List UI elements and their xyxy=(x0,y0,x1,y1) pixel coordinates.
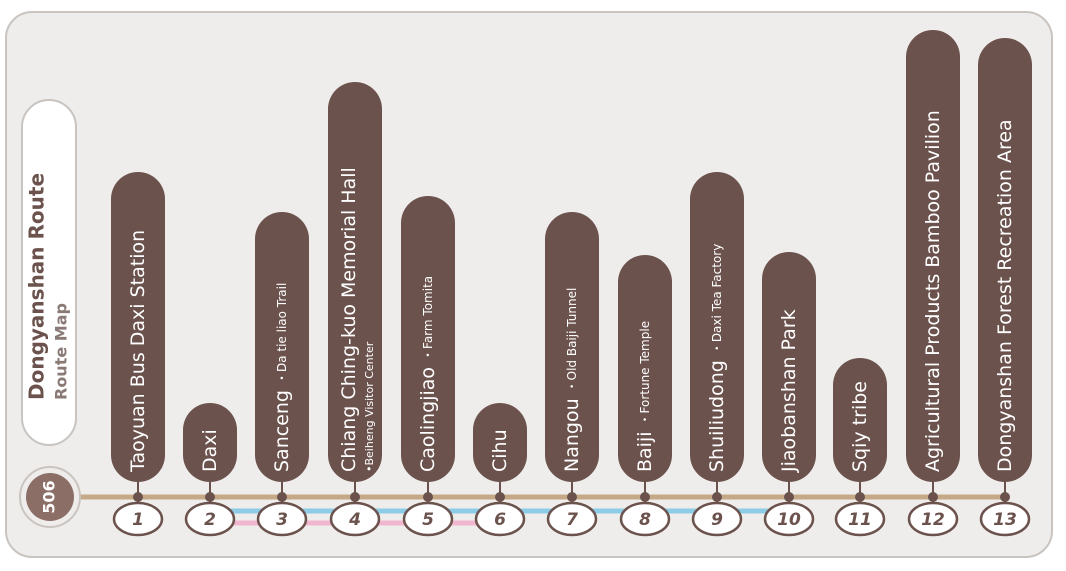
stop-number-badge xyxy=(546,501,598,537)
stop-number: 11 xyxy=(848,510,872,530)
stop-number-badge xyxy=(907,501,959,537)
stop-number: 7 xyxy=(566,510,578,530)
stop-pill xyxy=(183,403,237,482)
route-number: 506 xyxy=(40,480,59,513)
stop-number-badge xyxy=(979,501,1031,537)
stop-name: Sqiy tribe xyxy=(849,381,871,472)
stop-pill xyxy=(833,358,887,482)
stop-dot xyxy=(855,492,865,502)
stop-number-badge xyxy=(256,501,308,537)
stop-number-badge xyxy=(112,501,164,537)
title: Dongyanshan Route xyxy=(25,173,49,400)
stop-name: Sanceng xyxy=(271,390,293,472)
stop-name: Shuiliudong xyxy=(706,360,728,472)
stop-name: Agricultural Products Bamboo Pavilion xyxy=(922,110,944,472)
stop-pill xyxy=(978,38,1032,482)
stop-number: 10 xyxy=(777,510,801,530)
stop-number-badge xyxy=(619,501,671,537)
stop-name: Cihu xyxy=(489,429,511,472)
stop-dot xyxy=(928,492,938,502)
stop-name: Daxi xyxy=(199,429,221,472)
stop-label: Sqiy tribe xyxy=(849,381,871,472)
stop-number: 6 xyxy=(494,510,506,530)
stop-number: 9 xyxy=(711,510,723,530)
stop-label: Dongyanshan Forest Recreation Area xyxy=(994,119,1016,472)
stop-pill xyxy=(618,255,672,482)
stop-label: Nangou ・Old Baiji Tunnel xyxy=(561,288,583,472)
stop-number-badge xyxy=(184,501,236,537)
stop-dot xyxy=(277,492,287,502)
stop-pill xyxy=(328,82,382,482)
stop-number: 13 xyxy=(993,510,1017,530)
stop-dot xyxy=(205,492,215,502)
stop-note: ・Farm Tomita xyxy=(421,276,435,361)
stop-label: Jiaobanshan Park xyxy=(778,309,800,473)
stop-number: 12 xyxy=(921,510,945,530)
stop-label: Shuiliudong ・Daxi Tea Factory xyxy=(706,244,728,472)
stop-dot xyxy=(784,492,794,502)
stop-label: Taoyuan Bus Daxi Station xyxy=(127,230,149,473)
stop-number: 2 xyxy=(204,510,216,530)
stop-label: Agricultural Products Bamboo Pavilion xyxy=(922,110,944,472)
title-pill xyxy=(21,99,77,446)
stop-label: Sanceng ・Da tie liao Trail xyxy=(271,283,293,472)
stop-label: Chiang Ching-kuo Memorial Hall xyxy=(338,167,360,472)
route-badge xyxy=(26,473,74,521)
stop-dot xyxy=(640,492,650,502)
stop-dot xyxy=(133,492,143,502)
stop-number-badge xyxy=(329,501,381,537)
stop-number-badge xyxy=(402,501,454,537)
stop-dot xyxy=(1000,492,1010,502)
stop-note: ・Da tie liao Trail xyxy=(275,283,289,384)
stop-number: 5 xyxy=(422,510,434,530)
stop-number-badge xyxy=(474,501,526,537)
stop-name: Chiang Ching-kuo Memorial Hall xyxy=(338,167,360,472)
stop-number: 1 xyxy=(132,510,144,530)
stop-label: Cihu xyxy=(489,429,511,472)
stop-number: 8 xyxy=(639,510,651,530)
stop-number-badge xyxy=(691,501,743,537)
stop-dot xyxy=(423,492,433,502)
stop-name: Jiaobanshan Park xyxy=(778,309,800,473)
stop-number-badge xyxy=(834,501,886,537)
stop-label: Caolingjiao ・Farm Tomita xyxy=(417,276,439,472)
stop-dot xyxy=(495,492,505,502)
stop-note: ・Daxi Tea Factory xyxy=(710,244,724,355)
stop-pill xyxy=(906,30,960,482)
stop-name: Taoyuan Bus Daxi Station xyxy=(127,230,149,473)
stop-pill xyxy=(401,196,455,482)
stop-name: Baiji xyxy=(634,431,656,472)
stop-label: Daxi xyxy=(199,429,221,472)
stop-number: 4 xyxy=(348,510,361,530)
stop-dot xyxy=(567,492,577,502)
stop-note: ・Fortune Temple xyxy=(638,321,652,426)
stop-dot xyxy=(350,492,360,502)
stop-name: Caolingjiao xyxy=(417,367,439,472)
stop-pill xyxy=(255,212,309,482)
stop-pill xyxy=(473,403,527,482)
subtitle: Route Map xyxy=(52,303,71,400)
stop-pill xyxy=(111,172,165,482)
stop-number-badge xyxy=(763,501,815,537)
stop-name: Nangou xyxy=(561,398,583,472)
stop-name: Dongyanshan Forest Recreation Area xyxy=(994,119,1016,472)
stop-number: 3 xyxy=(276,510,288,530)
stop-dot xyxy=(712,492,722,502)
stop-pill xyxy=(545,212,599,482)
stop-pill xyxy=(690,172,744,482)
stop-note: ・Old Baiji Tunnel xyxy=(565,288,579,393)
stop-note: •Beiheng Visitor Center xyxy=(363,341,376,472)
stop-pill xyxy=(762,252,816,482)
stop-label: Baiji ・Fortune Temple xyxy=(634,321,656,472)
